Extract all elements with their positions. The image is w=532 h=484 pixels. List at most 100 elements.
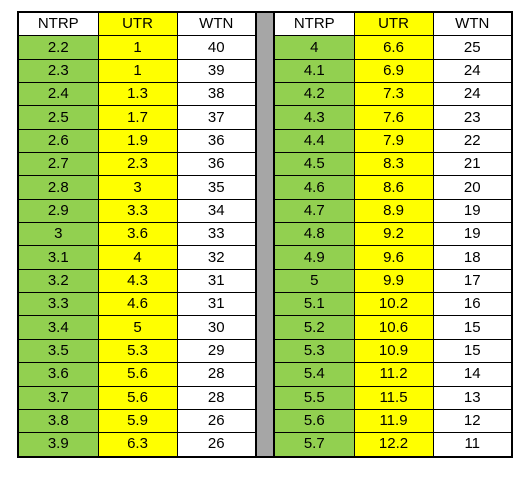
left-ntrp-cell: 3.1 <box>17 245 99 270</box>
left-wtn-cell: 37 <box>176 105 257 130</box>
right-ntrp-cell: 5.5 <box>273 385 355 410</box>
right-utr-cell: 8.6 <box>353 175 434 200</box>
right-wtn-cell: 12 <box>432 408 513 434</box>
right-ntrp-cell: 5 <box>273 268 355 294</box>
column-separator <box>255 152 275 177</box>
left-utr-cell: 4.3 <box>97 268 178 294</box>
table-row: 2.8 3 35 4.6 8.6 20 <box>17 175 513 200</box>
column-separator <box>255 268 275 294</box>
table-row: 2.2 1 40 4 6.6 25 <box>17 35 513 60</box>
right-utr-cell: 7.6 <box>353 105 434 130</box>
left-utr-cell: 5.6 <box>97 385 178 410</box>
right-ntrp-cell: 4.4 <box>273 128 355 154</box>
table-row: 3.8 5.9 26 5.6 11.9 12 <box>17 408 513 434</box>
left-wtn-cell: 36 <box>176 152 257 177</box>
right-wtn-cell: 25 <box>432 35 513 60</box>
header-ntrp-left: NTRP <box>17 11 99 37</box>
column-separator <box>255 245 275 270</box>
left-ntrp-cell: 3.2 <box>17 268 99 294</box>
left-ntrp-cell: 2.8 <box>17 175 99 200</box>
left-wtn-cell: 31 <box>176 292 257 317</box>
column-separator <box>255 222 275 247</box>
left-ntrp-cell: 2.4 <box>17 82 99 107</box>
column-separator <box>255 408 275 434</box>
left-ntrp-cell: 3.8 <box>17 408 99 434</box>
right-utr-cell: 6.6 <box>353 35 434 60</box>
column-separator <box>255 432 275 458</box>
left-wtn-cell: 40 <box>176 35 257 60</box>
left-ntrp-cell: 3 <box>17 222 99 247</box>
left-utr-cell: 1.9 <box>97 128 178 154</box>
left-wtn-cell: 28 <box>176 385 257 410</box>
table-row: 3.7 5.6 28 5.5 11.5 13 <box>17 385 513 410</box>
right-ntrp-cell: 5.6 <box>273 408 355 434</box>
table-row: 2.3 1 39 4.1 6.9 24 <box>17 58 513 84</box>
table-row: 3.6 5.6 28 5.4 11.2 14 <box>17 362 513 387</box>
right-utr-cell: 6.9 <box>353 58 434 84</box>
left-utr-cell: 5.6 <box>97 362 178 387</box>
right-utr-cell: 11.9 <box>353 408 434 434</box>
left-wtn-cell: 31 <box>176 268 257 294</box>
right-ntrp-cell: 4.2 <box>273 82 355 107</box>
right-utr-cell: 10.9 <box>353 338 434 364</box>
right-utr-cell: 9.9 <box>353 268 434 294</box>
right-ntrp-cell: 4.7 <box>273 198 355 224</box>
right-wtn-cell: 15 <box>432 338 513 364</box>
right-utr-cell: 9.6 <box>353 245 434 270</box>
left-utr-cell: 3 <box>97 175 178 200</box>
right-wtn-cell: 11 <box>432 432 513 458</box>
table-row: 3.5 5.3 29 5.3 10.9 15 <box>17 338 513 364</box>
column-separator <box>255 82 275 107</box>
right-utr-cell: 10.6 <box>353 315 434 340</box>
column-separator <box>255 385 275 410</box>
left-utr-cell: 5.3 <box>97 338 178 364</box>
right-wtn-cell: 16 <box>432 292 513 317</box>
left-ntrp-cell: 2.3 <box>17 58 99 84</box>
right-wtn-cell: 14 <box>432 362 513 387</box>
right-ntrp-cell: 4.9 <box>273 245 355 270</box>
left-utr-cell: 3.6 <box>97 222 178 247</box>
table-row: 2.6 1.9 36 4.4 7.9 22 <box>17 128 513 154</box>
left-wtn-cell: 35 <box>176 175 257 200</box>
right-ntrp-cell: 4.5 <box>273 152 355 177</box>
right-utr-cell: 12.2 <box>353 432 434 458</box>
column-separator <box>255 198 275 224</box>
column-separator <box>255 35 275 60</box>
left-wtn-cell: 33 <box>176 222 257 247</box>
right-ntrp-cell: 5.1 <box>273 292 355 317</box>
right-wtn-cell: 24 <box>432 58 513 84</box>
column-separator <box>255 338 275 364</box>
column-separator <box>255 105 275 130</box>
table-row: 2.9 3.3 34 4.7 8.9 19 <box>17 198 513 224</box>
table-row: 3.3 4.6 31 5.1 10.2 16 <box>17 292 513 317</box>
left-utr-cell: 3.3 <box>97 198 178 224</box>
column-separator <box>255 292 275 317</box>
left-utr-cell: 4 <box>97 245 178 270</box>
header-wtn-left: WTN <box>176 11 257 37</box>
left-ntrp-cell: 2.2 <box>17 35 99 60</box>
left-ntrp-cell: 3.4 <box>17 315 99 340</box>
right-utr-cell: 9.2 <box>353 222 434 247</box>
right-wtn-cell: 22 <box>432 128 513 154</box>
left-ntrp-cell: 2.5 <box>17 105 99 130</box>
right-ntrp-cell: 4 <box>273 35 355 60</box>
right-wtn-cell: 18 <box>432 245 513 270</box>
left-wtn-cell: 30 <box>176 315 257 340</box>
right-utr-cell: 8.3 <box>353 152 434 177</box>
right-wtn-cell: 19 <box>432 198 513 224</box>
right-ntrp-cell: 4.1 <box>273 58 355 84</box>
header-utr-left: UTR <box>97 11 178 37</box>
right-ntrp-cell: 5.3 <box>273 338 355 364</box>
right-utr-cell: 8.9 <box>353 198 434 224</box>
left-ntrp-cell: 2.7 <box>17 152 99 177</box>
left-ntrp-cell: 3.7 <box>17 385 99 410</box>
table-row: 3.9 6.3 26 5.7 12.2 11 <box>17 432 513 458</box>
right-utr-cell: 11.5 <box>353 385 434 410</box>
left-wtn-cell: 38 <box>176 82 257 107</box>
left-ntrp-cell: 2.9 <box>17 198 99 224</box>
right-ntrp-cell: 4.8 <box>273 222 355 247</box>
table-body: NTRP UTR WTN NTRP UTR WTN 2.2 1 40 4 6.6 25 2.… <box>17 11 513 458</box>
left-wtn-cell: 34 <box>176 198 257 224</box>
column-separator <box>255 362 275 387</box>
left-utr-cell: 1 <box>97 58 178 84</box>
